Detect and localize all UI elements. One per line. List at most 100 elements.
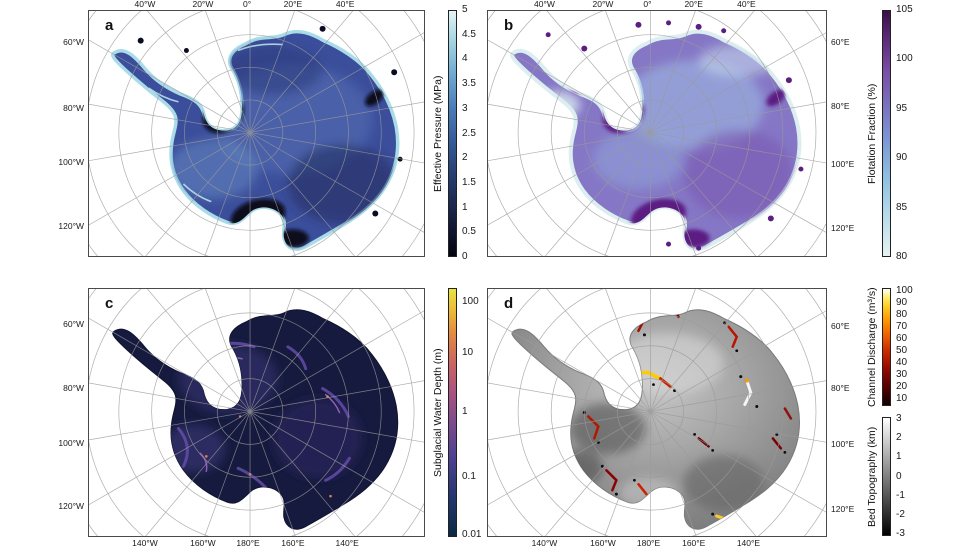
colorbar-tick-label: 90 — [896, 152, 908, 164]
colorbar-tick-label: 1 — [462, 201, 468, 213]
axis-tick-label: 160°E — [281, 538, 305, 546]
axis-tick-label: 40°W — [534, 0, 555, 9]
colorbar-tick-label: 3 — [462, 102, 468, 114]
axis-tick-label: 80°E — [831, 100, 850, 111]
panel-d-bottom-axis-labels: 140°W 160°W 180°E 160°E 140°E — [487, 539, 827, 546]
colorbar-tick-label: 1 — [462, 406, 468, 417]
colorbar-c-title: Subglacial Water Depth (m) — [432, 348, 444, 477]
axis-tick-label: 40°E — [737, 0, 756, 9]
colorbar-effective-pressure — [448, 10, 457, 257]
axis-tick-label: 100°W — [58, 157, 84, 168]
axis-tick-label: 140°E — [335, 538, 359, 546]
axis-tick-label: 60°W — [63, 319, 84, 330]
axis-tick-label: 140°W — [531, 538, 558, 546]
colorbar-tick-label: 10 — [896, 392, 908, 404]
map-b-flotation-fraction — [488, 11, 826, 256]
axis-tick-label: 120°E — [831, 503, 855, 514]
colorbar-tick-label: 2 — [896, 432, 902, 444]
map-a-effective-pressure — [89, 11, 424, 256]
colorbar-tick-label: 60 — [896, 332, 908, 344]
panel-c-left-axis-labels: 60°W 80°W 100°W 120°W — [46, 288, 84, 537]
panel-b-right-axis-labels: 60°E 80°E 100°E 120°E — [831, 10, 871, 257]
axis-tick-label: 160°E — [682, 538, 706, 546]
panel-b-plot: b — [487, 10, 827, 257]
axis-tick-label: 120°W — [58, 220, 84, 231]
colorbar-tick-label: 0 — [896, 470, 902, 482]
colorbar-tick-label: 50 — [896, 344, 908, 356]
colorbar-tick-label: 85 — [896, 201, 908, 213]
colorbar-water-depth — [448, 288, 457, 537]
axis-tick-label: 120°E — [831, 222, 855, 233]
panel-b-top-axis-labels: 40°W 20°W 0° 20°E 40°E — [487, 0, 827, 9]
colorbar-b-title: Flotation Fraction (%) — [866, 83, 878, 184]
colorbar-tick-label: 70 — [896, 320, 908, 332]
axis-tick-label: 80°E — [831, 382, 850, 393]
colorbar-tick-label: 3.5 — [462, 78, 476, 90]
panel-d-letter: d — [504, 295, 514, 312]
panel-d-right-axis-labels: 60°E 80°E 100°E 120°E — [831, 288, 871, 537]
axis-tick-label: 0° — [643, 0, 652, 9]
axis-tick-label: 180°E — [236, 538, 260, 546]
axis-tick-label: 20°W — [192, 0, 214, 9]
axis-tick-label: 60°W — [63, 36, 84, 47]
colorbar-tick-label: 100 — [896, 53, 913, 65]
colorbar-tick-label: 4 — [462, 53, 468, 65]
colorbar-tick-label: 100 — [896, 284, 913, 296]
axis-tick-label: 40°W — [134, 0, 156, 9]
axis-tick-label: 160°W — [590, 538, 616, 546]
colorbar-tick-label: 90 — [896, 296, 908, 308]
colorbar-tick-label: 0 — [462, 251, 468, 262]
colorbar-tick-label: 0.01 — [462, 529, 482, 540]
axis-tick-label: 100°E — [831, 159, 855, 170]
axis-tick-label: 60°E — [831, 321, 850, 332]
map-c-subglacial-water-depth — [89, 289, 424, 536]
colorbar-tick-label: 0.5 — [462, 226, 476, 238]
colorbar-flotation-fraction — [882, 10, 891, 257]
colorbar-tick-label: 1 — [896, 451, 902, 463]
colorbar-d-bed-title: Bed Topography (km) — [866, 426, 878, 527]
colorbar-c-tick-labels: 100 10 1 0.1 0.01 — [462, 288, 492, 540]
axis-tick-label: 0° — [242, 0, 252, 9]
axis-tick-label: 180°E — [636, 538, 661, 546]
colorbar-bed-topography — [882, 417, 891, 536]
colorbar-channel-discharge — [882, 288, 891, 406]
axis-tick-label: 120°W — [58, 500, 84, 511]
panel-a-plot: a — [88, 10, 425, 257]
colorbar-tick-label: 3 — [896, 413, 902, 425]
panel-c-plot: c — [88, 288, 425, 537]
colorbar-tick-label: 95 — [896, 102, 908, 114]
colorbar-tick-label: 105 — [896, 4, 913, 15]
axis-tick-label: 20°E — [684, 0, 703, 9]
colorbar-tick-label: 2.5 — [462, 127, 476, 139]
colorbar-a-tick-labels: 5 4.5 4 3.5 3 2.5 2 1.5 1 0.5 0 — [462, 5, 490, 262]
panel-a-top-axis-labels: 40°W 20°W 0° 20°E 40°E — [88, 0, 425, 9]
panel-d-plot: d — [487, 288, 827, 537]
colorbar-tick-label: 4.5 — [462, 28, 476, 40]
axis-tick-label: 160°W — [190, 538, 216, 546]
colorbar-tick-label: 10 — [462, 346, 474, 358]
axis-tick-label: 20°W — [592, 0, 614, 9]
panel-b-letter: b — [504, 17, 514, 34]
colorbar-a-title: Effective Pressure (MPa) — [432, 75, 444, 192]
colorbar-tick-label: 30 — [896, 368, 908, 380]
axis-tick-label: 140°E — [736, 538, 761, 546]
axis-tick-label: 140°W — [132, 538, 158, 546]
axis-tick-label: 40°E — [335, 0, 355, 9]
colorbar-b-tick-labels: 105 100 95 90 85 80 — [896, 5, 924, 262]
colorbar-tick-label: 2 — [462, 152, 468, 164]
colorbar-tick-label: 0.1 — [462, 470, 476, 482]
colorbar-tick-label: -1 — [896, 489, 905, 501]
axis-tick-label: 60°E — [831, 36, 850, 47]
axis-tick-label: 100°W — [58, 437, 84, 448]
colorbar-d-discharge-title: Channel Discharge (m³/s) — [866, 287, 878, 407]
colorbar-tick-label: 80 — [896, 308, 908, 320]
colorbar-tick-label: 100 — [462, 295, 479, 307]
colorbar-tick-label: 80 — [896, 251, 908, 262]
axis-tick-label: 100°E — [831, 438, 855, 449]
panel-a-left-axis-labels: 60°W 80°W 100°W 120°W — [46, 10, 84, 257]
map-d-channel-discharge-bed-topography — [488, 289, 826, 536]
axis-tick-label: 80°W — [63, 102, 84, 113]
colorbar-d-discharge-tick-labels: 100 90 80 70 60 50 40 30 20 10 — [896, 284, 924, 406]
panel-c-bottom-axis-labels: 140°W 160°W 180°E 160°E 140°E — [88, 539, 425, 546]
